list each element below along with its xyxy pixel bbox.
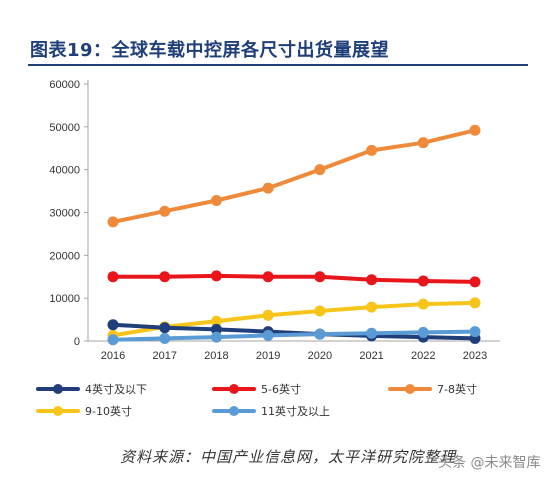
series-line	[111, 300, 477, 338]
y-tick-label: 50000	[49, 122, 80, 134]
x-tick-label: 2020	[308, 350, 332, 362]
data-point	[262, 182, 274, 194]
data-point	[210, 323, 222, 335]
data-point	[107, 216, 119, 228]
legend-label: 11英寸及以上	[261, 404, 330, 418]
x-tick-label: 2017	[152, 350, 176, 362]
data-point	[159, 322, 171, 334]
series-line	[111, 329, 477, 342]
data-point	[262, 271, 274, 283]
series-line	[111, 128, 477, 224]
data-point	[314, 164, 326, 176]
data-point	[469, 276, 481, 288]
data-point	[366, 274, 378, 286]
y-tick-label: 0	[74, 336, 80, 348]
data-point	[469, 297, 481, 309]
x-tick-label: 2018	[204, 350, 228, 362]
data-point	[262, 309, 274, 321]
x-tick-label: 2019	[256, 350, 280, 362]
legend-label: 7-8英寸	[437, 382, 477, 396]
data-point	[107, 319, 119, 331]
data-point	[159, 271, 171, 283]
data-point	[210, 315, 222, 327]
x-tick-label: 2021	[359, 350, 383, 362]
data-point	[314, 328, 326, 340]
data-point	[469, 124, 481, 136]
x-tick-label: 2016	[101, 350, 125, 362]
chart-title: 图表19：全球车载中控屏各尺寸出货量展望	[30, 40, 390, 61]
legend-label: 9-10英寸	[85, 404, 132, 418]
data-point	[159, 332, 171, 344]
data-point	[262, 329, 274, 341]
y-tick-label: 20000	[49, 250, 80, 262]
data-point	[107, 334, 119, 346]
data-point	[314, 305, 326, 317]
y-tick-label: 40000	[49, 165, 80, 177]
data-point	[469, 326, 481, 338]
data-point	[417, 326, 429, 338]
y-tick-label: 30000	[49, 208, 80, 220]
watermark: 头条 @未来智库	[438, 455, 541, 471]
legend-swatch-marker	[53, 384, 63, 394]
data-point	[210, 270, 222, 282]
legend-label: 4英寸及以下	[85, 382, 147, 396]
y-tick-label: 10000	[49, 293, 80, 305]
source-note: 资料来源：中国产业信息网，太平洋研究院整理	[120, 448, 457, 466]
data-point	[366, 301, 378, 313]
data-point	[366, 327, 378, 339]
x-tick-label: 2023	[463, 350, 487, 362]
data-point	[417, 298, 429, 310]
data-point	[107, 271, 119, 283]
legend-swatch-marker	[229, 384, 239, 394]
legend-swatch-marker	[53, 406, 63, 416]
legend-swatch-marker	[229, 406, 239, 416]
data-point	[417, 275, 429, 287]
x-tick-label: 2022	[411, 350, 435, 362]
legend-label: 5-6英寸	[261, 382, 301, 396]
y-tick-label: 60000	[49, 79, 80, 91]
data-point	[210, 331, 222, 343]
legend-swatch-marker	[405, 384, 415, 394]
data-point	[210, 195, 222, 207]
data-point	[314, 271, 326, 283]
data-point	[159, 205, 171, 217]
data-point	[417, 137, 429, 149]
data-point	[366, 144, 378, 156]
series-line	[111, 273, 477, 284]
title-underline	[28, 64, 528, 66]
